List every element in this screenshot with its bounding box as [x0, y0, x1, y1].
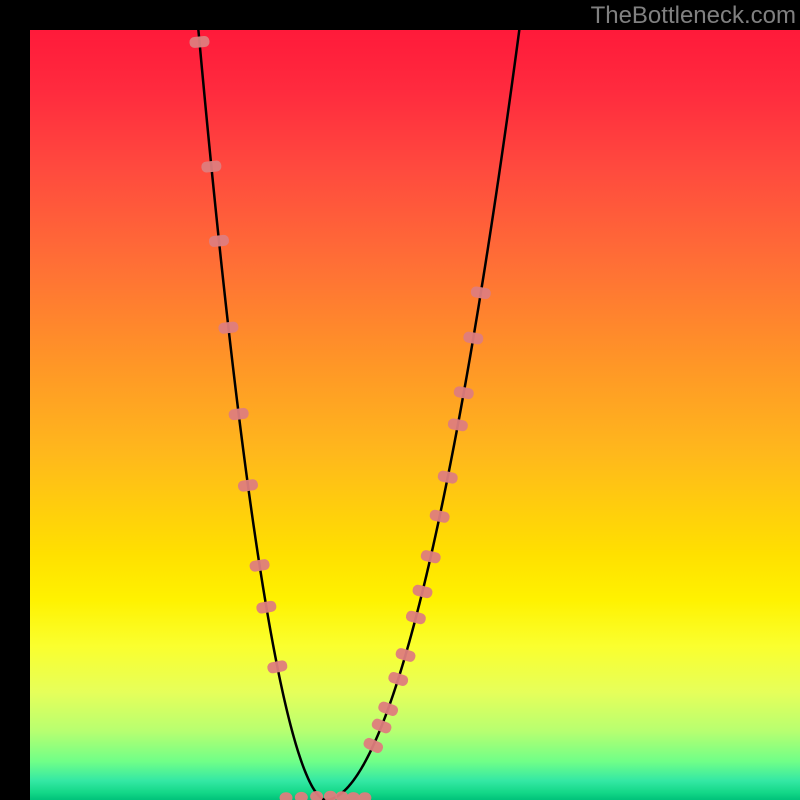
chart-canvas: TheBottleneck.com — [0, 0, 800, 800]
marker-pill — [189, 36, 210, 49]
attribution-text: TheBottleneck.com — [591, 2, 796, 30]
plot-frame — [30, 30, 800, 800]
plot-svg — [30, 30, 800, 800]
gradient-background — [30, 30, 800, 800]
